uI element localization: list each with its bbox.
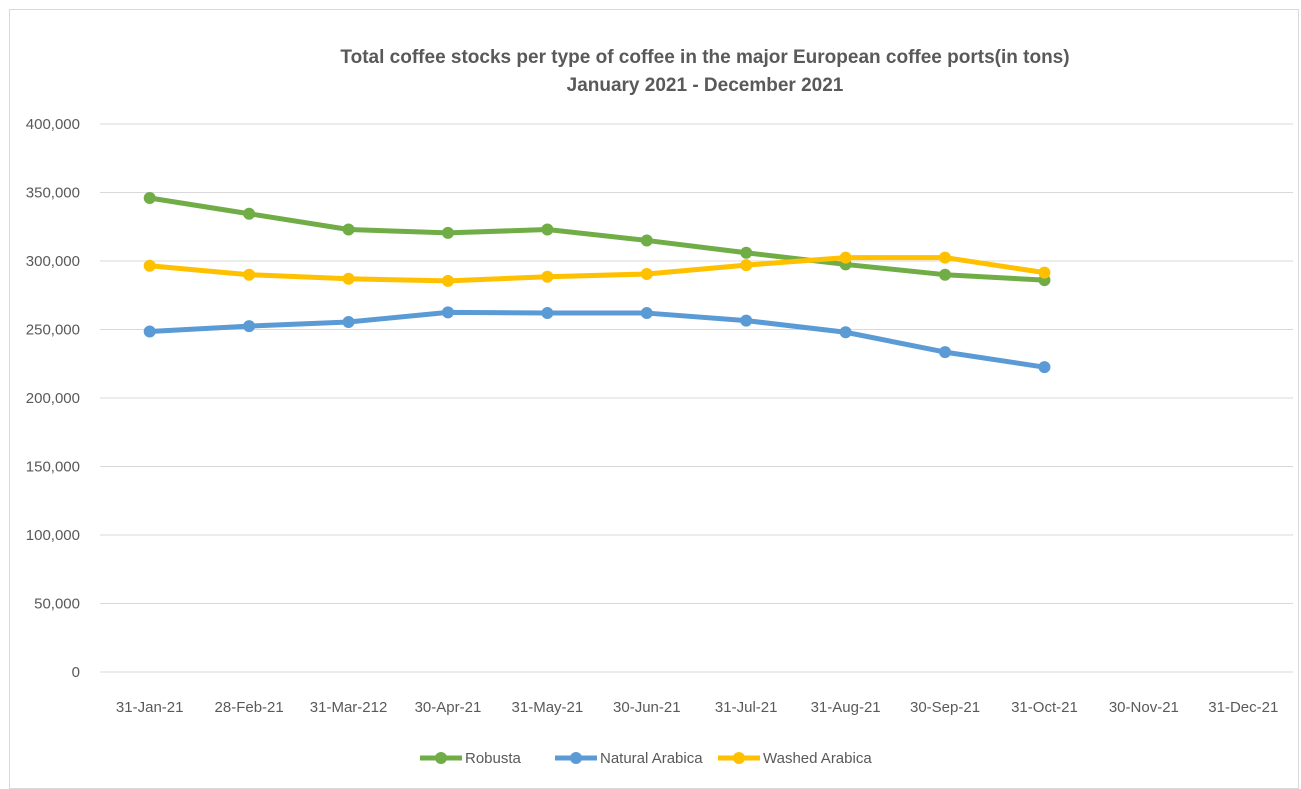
y-tick-label: 50,000 [34,596,80,613]
legend-marker [570,752,582,764]
x-tick-label: 31-Mar-212 [310,699,388,716]
x-tick-label: 28-Feb-21 [215,699,284,716]
data-point [939,346,952,359]
series-line [147,195,1047,283]
data-point [441,274,454,287]
legend-marker [733,752,745,764]
chart-area [9,9,1299,789]
data-point [839,326,852,339]
data-point [1038,361,1051,374]
x-tick-label: 30-Jun-21 [613,699,681,716]
y-tick-label: 250,000 [26,322,80,339]
data-point [640,307,653,320]
series-line [147,309,1047,370]
series-line [147,255,1047,284]
data-point [342,272,355,285]
legend-item: Natural Arabica [555,750,703,767]
data-point [243,268,256,281]
data-point [740,246,753,259]
data-point [243,207,256,220]
y-tick-label: 100,000 [26,527,80,544]
data-point [939,268,952,281]
y-axis-ticks: 0 50,000 100,000 150,000 200,000 250,000 300,0… [26,116,80,681]
chart-subtitle: January 2021 - December 2021 [567,75,844,96]
x-tick-label: 30-Nov-21 [1109,699,1179,716]
series-washed-arabica [143,251,1051,287]
x-tick-label: 31-Aug-21 [811,699,881,716]
series-lines [143,191,1051,374]
data-point [640,234,653,247]
data-point [939,251,952,264]
y-tick-label: 150,000 [26,459,80,476]
y-tick-label: 0 [72,664,80,681]
x-tick-label: 31-May-21 [512,699,584,716]
data-point [541,223,554,236]
data-point [541,270,554,283]
series-robusta [143,191,1051,287]
chart-title: Total coffee stocks per type of coffee i… [340,47,1069,68]
data-point [143,191,156,204]
x-tick-label: 31-Jan-21 [116,699,184,716]
data-point [740,259,753,272]
legend-label: Natural Arabica [600,750,703,767]
data-point [342,223,355,236]
data-point [342,315,355,328]
data-point [839,251,852,264]
data-point [640,268,653,281]
series-natural-arabica [143,306,1051,374]
data-point [441,306,454,319]
x-tick-label: 31-Oct-21 [1011,699,1078,716]
data-point [740,314,753,327]
y-tick-label: 300,000 [26,253,80,270]
x-tick-label: 31-Jul-21 [715,699,778,716]
legend-label: Washed Arabica [763,750,872,767]
legend: Robusta Natural Arabica Washed Arabica [420,750,872,767]
y-tick-label: 400,000 [26,116,80,133]
x-tick-label: 31-Dec-21 [1208,699,1278,716]
gridlines [100,123,1293,673]
data-point [143,259,156,272]
data-point [441,226,454,239]
y-tick-label: 350,000 [26,185,80,202]
legend-item: Washed Arabica [718,750,872,767]
x-tick-label: 30-Sep-21 [910,699,980,716]
y-tick-label: 200,000 [26,390,80,407]
data-point [1038,266,1051,279]
x-tick-label: 30-Apr-21 [415,699,482,716]
data-point [541,307,554,320]
legend-marker [435,752,447,764]
data-point [143,325,156,338]
x-axis-ticks: 31-Jan-21 28-Feb-21 31-Mar-212 30-Apr-21 31-… [116,699,1278,716]
legend-label: Robusta [465,750,522,767]
legend-item: Robusta [420,750,522,767]
data-point [243,320,256,333]
